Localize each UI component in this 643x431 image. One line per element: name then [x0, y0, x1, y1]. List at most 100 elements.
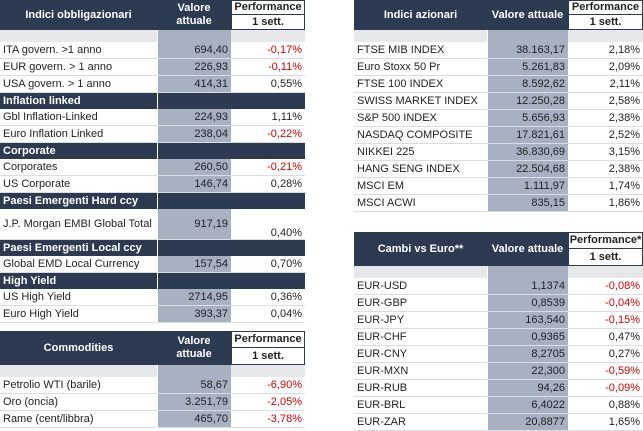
row-value: 20,8877	[487, 414, 568, 431]
row-value: 8.592,62	[487, 76, 568, 93]
row-name: EUR govern. > 1 anno	[0, 59, 157, 76]
table-row: EUR-USD 1,1374 -0,08%	[354, 278, 643, 295]
row-value: 3.251,79	[157, 394, 231, 411]
section-value-cell	[157, 193, 231, 209]
table-row: US High Yield 2714,95 0,36%	[0, 289, 305, 306]
row-name: HANG SENG INDEX	[354, 161, 487, 178]
commodities-header-perf-sub: 1 sett.	[231, 348, 305, 365]
row-value: 94,26	[487, 380, 568, 397]
fx-header-title: Cambi vs Euro**	[354, 232, 487, 266]
table-row: EUR-MXN 22,300 -0,59%	[354, 363, 643, 380]
commodities-panel: Commodities Valore attuale Performance 1…	[0, 331, 305, 428]
section-header: Inflation linked	[0, 93, 305, 109]
table-row: EUR govern. > 1 anno 226,93 -0,11%	[0, 59, 305, 76]
row-value: 465,70	[157, 411, 231, 428]
row-performance: 2,09%	[568, 59, 643, 76]
table-row: MSCI ACWI 835,15 1,86%	[354, 195, 643, 212]
row-performance: -0,17%	[231, 42, 305, 59]
bond-header-perf-cell: Performance 1 sett.	[231, 0, 305, 30]
row-name: EUR-JPY	[354, 312, 487, 329]
table-row: J.P. Morgan EMBI Global Total 917,19 0,40%	[0, 209, 305, 240]
row-value: 38.163,17	[487, 42, 568, 59]
section-header: Paesi Emergenti Local ccy	[0, 240, 305, 256]
row-performance: 2,18%	[568, 42, 643, 59]
table-row: EUR-CHF 0,9365 0,47%	[354, 329, 643, 346]
row-name: EUR-CHF	[354, 329, 487, 346]
row-value: 17.821,61	[487, 127, 568, 144]
bond-header-row: Indici obbligazionari Valore attuale Per…	[0, 0, 305, 30]
row-value: 163,540	[487, 312, 568, 329]
table-row: NIKKEI 225 36.830,69 3,15%	[354, 144, 643, 161]
row-value: 146,74	[157, 176, 231, 193]
row-performance: -0,21%	[231, 159, 305, 176]
equity-indices-panel: Indici azionari Valore attuale Performan…	[354, 0, 643, 212]
row-value: 1,1374	[487, 278, 568, 295]
row-performance: 0,70%	[231, 256, 305, 273]
row-performance: -0,22%	[231, 126, 305, 143]
row-performance: 1,65%	[568, 414, 643, 431]
table-row: Rame (cent/libbra) 465,70 -3,78%	[0, 411, 305, 428]
row-name: EUR-CNY	[354, 346, 487, 363]
bond-table: Indici obbligazionari Valore attuale Per…	[0, 0, 305, 323]
table-row: EUR-JPY 163,540 -0,15%	[354, 312, 643, 329]
row-value: 414,31	[157, 76, 231, 93]
equity-spacer-row	[354, 30, 643, 42]
row-performance: 0,55%	[231, 76, 305, 93]
table-row: ITA govern. >1 anno 694,40 -0,17%	[0, 42, 305, 59]
row-performance: -0,08%	[568, 278, 643, 295]
row-value: 0,9365	[487, 329, 568, 346]
table-row: MSCI EM 1.111,97 1,74%	[354, 178, 643, 195]
section-perf-cell	[231, 273, 305, 289]
commodities-spacer-row	[0, 365, 305, 377]
row-value: 157,54	[157, 256, 231, 273]
row-performance: -3,78%	[231, 411, 305, 428]
row-performance: 0,88%	[568, 397, 643, 414]
row-name: Euro Inflation Linked	[0, 126, 157, 143]
row-value: 5.656,93	[487, 110, 568, 127]
bond-spacer-row	[0, 30, 305, 42]
row-value: 0,8539	[487, 295, 568, 312]
fx-header-perf: Performance*	[568, 232, 643, 249]
row-value: 5.261,83	[487, 59, 568, 76]
row-value: 393,37	[157, 306, 231, 323]
section-perf-cell	[231, 143, 305, 159]
section-value-cell	[157, 93, 231, 109]
commodities-header-value: Valore attuale	[157, 331, 231, 365]
fx-table: Cambi vs Euro** Valore attuale Performan…	[354, 232, 643, 431]
commodities-table: Commodities Valore attuale Performance 1…	[0, 331, 305, 428]
equity-header-value: Valore attuale	[487, 0, 568, 30]
table-row: Corporates 260,50 -0,21%	[0, 159, 305, 176]
table-row: FTSE MIB INDEX 38.163,17 2,18%	[354, 42, 643, 59]
row-performance: -2,05%	[231, 394, 305, 411]
table-row: HANG SENG INDEX 22.504,68 2,38%	[354, 161, 643, 178]
row-performance: 2,38%	[568, 110, 643, 127]
bond-header-perf-sub: 1 sett.	[231, 15, 305, 30]
row-value: 6,4022	[487, 397, 568, 414]
section-perf-cell	[231, 193, 305, 209]
table-row: NASDAQ COMPOSITE 17.821,61 2,52%	[354, 127, 643, 144]
row-name: FTSE 100 INDEX	[354, 76, 487, 93]
row-value: 238,04	[157, 126, 231, 143]
row-performance: 0,04%	[231, 306, 305, 323]
commodities-header-row: Commodities Valore attuale Performance 1…	[0, 331, 305, 365]
table-row: EUR-CNY 8,2705 0,27%	[354, 346, 643, 363]
row-name: EUR-BRL	[354, 397, 487, 414]
equity-header-row: Indici azionari Valore attuale Performan…	[354, 0, 643, 30]
row-name: S&P 500 INDEX	[354, 110, 487, 127]
row-name: EUR-ZAR	[354, 414, 487, 431]
row-performance: -0,04%	[568, 295, 643, 312]
row-performance: 2,52%	[568, 127, 643, 144]
table-row: Oro (oncia) 3.251,79 -2,05%	[0, 394, 305, 411]
row-name: NASDAQ COMPOSITE	[354, 127, 487, 144]
section-value-cell	[157, 143, 231, 159]
table-row: S&P 500 INDEX 5.656,93 2,38%	[354, 110, 643, 127]
section-title: Paesi Emergenti Hard ccy	[0, 193, 157, 209]
row-value: 260,50	[157, 159, 231, 176]
row-name: Petrolio WTI (barile)	[0, 377, 157, 394]
row-name: Corporates	[0, 159, 157, 176]
equity-table: Indici azionari Valore attuale Performan…	[354, 0, 643, 212]
fx-header-value: Valore attuale	[487, 232, 568, 266]
row-value: 58,67	[157, 377, 231, 394]
equity-header-perf-sub: 1 sett.	[568, 15, 643, 30]
section-value-cell	[157, 273, 231, 289]
